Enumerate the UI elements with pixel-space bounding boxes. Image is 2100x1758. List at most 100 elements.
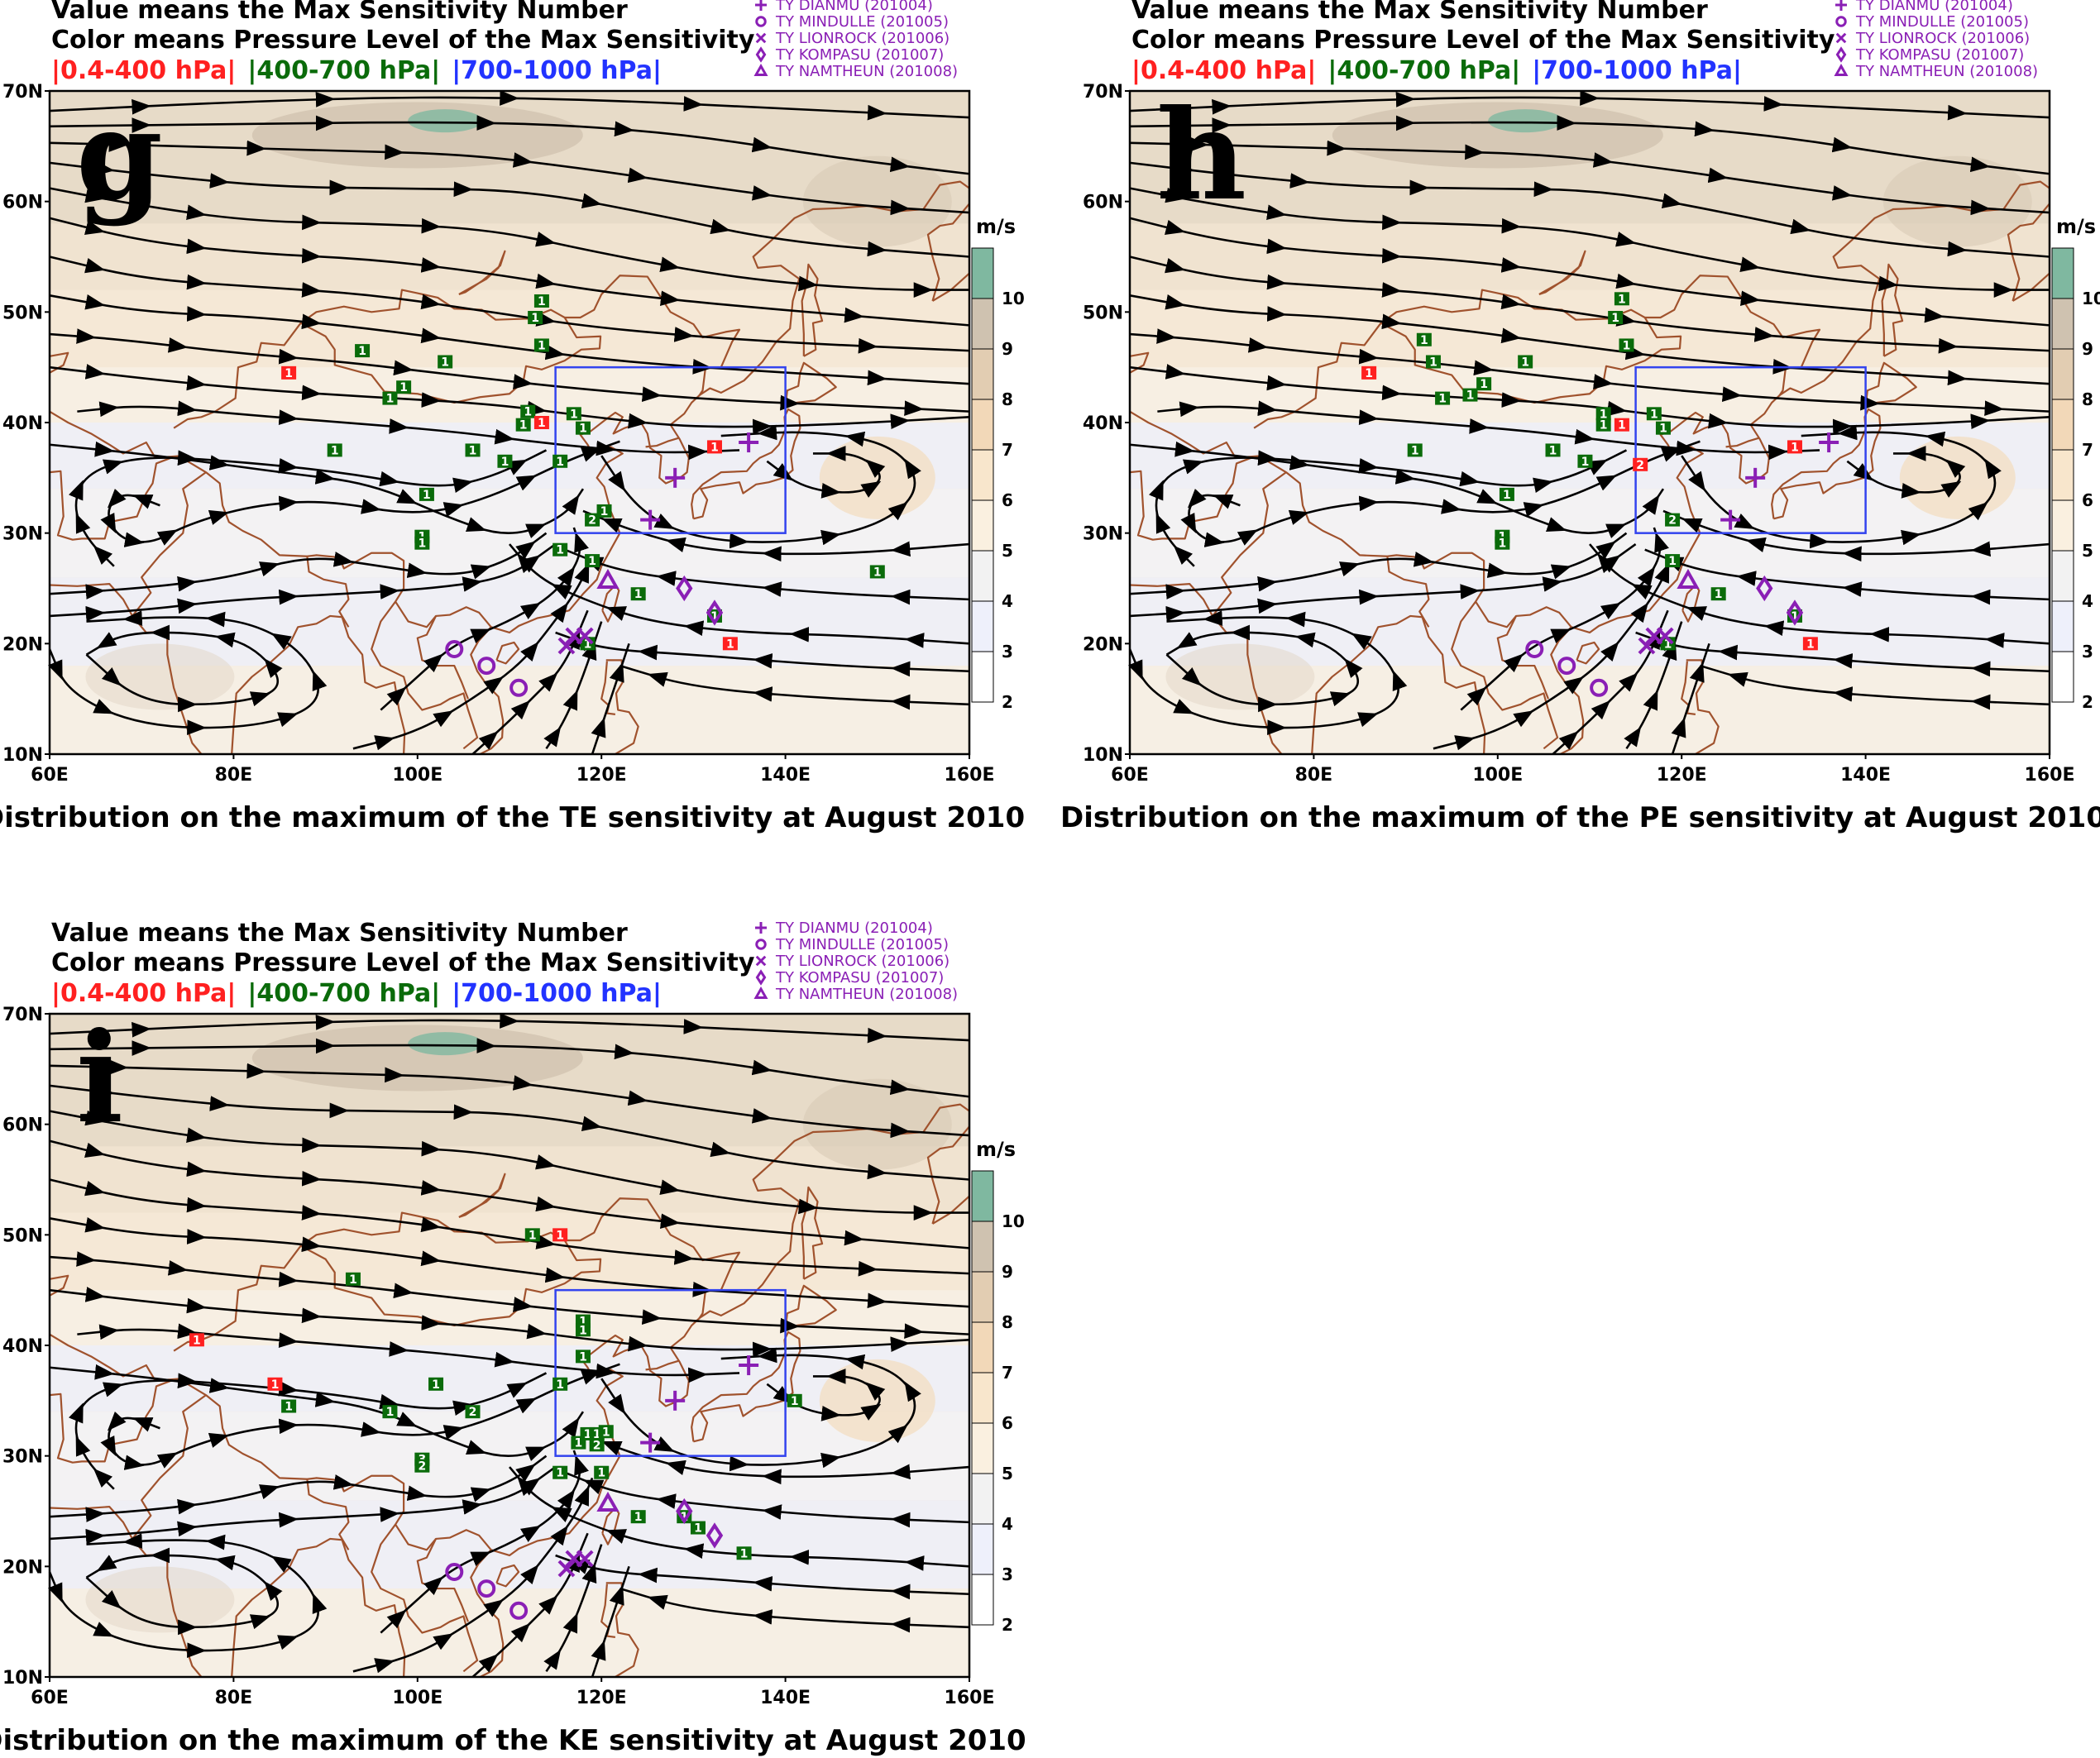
marker-value: 2 — [588, 514, 596, 528]
marker-box — [1545, 443, 1561, 457]
streamline-arrow-21 — [516, 1626, 528, 1637]
streamline-arrow-29 — [1481, 494, 1495, 503]
level-key: |0.4-400 hPa| |400-700 hPa| |700-1000 hPa| — [1131, 56, 1742, 85]
marker-box — [1416, 332, 1432, 346]
colorbar-label-7: 7 — [1002, 1363, 1013, 1383]
typhoon-kompasu-1 — [706, 1522, 724, 1549]
marker-box — [1665, 554, 1681, 568]
legend-symbol-1 — [1835, 16, 1847, 27]
marker-value: 1 — [1411, 444, 1419, 457]
streamline-29 — [1129, 441, 1665, 539]
typhoon-markers — [445, 432, 759, 697]
marker-22: 2 — [1665, 513, 1681, 528]
legend-label-4: TY NAMTHEUN (201008) — [775, 986, 958, 1003]
streamline-28 — [619, 664, 970, 710]
typhoon-namtheun-0 — [596, 1491, 619, 1512]
typhoon-markers — [445, 1355, 759, 1620]
legend-label-2: TY LIONROCK (201006) — [775, 953, 950, 970]
marker-17: 1 — [553, 454, 568, 469]
lon-label: 120E — [576, 1688, 627, 1708]
legend-label-2: TY LIONROCK (201006) — [775, 30, 950, 47]
streamline-arrow-29 — [401, 494, 414, 503]
speed-blob-high — [819, 436, 935, 519]
marker-box — [533, 294, 549, 308]
marker-15: 1 — [1614, 292, 1629, 306]
marker-box — [382, 1405, 398, 1419]
lon-label: 160E — [945, 765, 995, 786]
streamline-29 — [49, 441, 585, 539]
marker-4: 1 — [1435, 391, 1451, 406]
marker-28: 1 — [722, 637, 738, 651]
colorbar-label-9: 9 — [1002, 1262, 1013, 1282]
legend-label-4: TY NAMTHEUN (201008) — [1855, 63, 2038, 80]
typhoon-mindulle-0 — [445, 1563, 464, 1582]
marker-23: 1 — [1665, 554, 1681, 568]
marker-value: 1 — [399, 381, 408, 394]
marker-25: 1 — [736, 1546, 752, 1560]
typhoon-kompasu-0 — [676, 575, 693, 602]
marker-6: 1 — [419, 487, 434, 502]
marker-7: 1 — [465, 443, 481, 457]
colorbar-label-8: 8 — [1002, 389, 1013, 409]
marker-value: 1 — [193, 1334, 201, 1347]
colorbar-seg-6 — [2051, 550, 2074, 602]
marker-value: 1 — [432, 1378, 440, 1392]
streamline-arrow-22 — [1648, 693, 1657, 706]
panel-g: Value means the Max Sensitivity NumberCo… — [0, 0, 1025, 834]
marker-value: 1 — [358, 345, 366, 358]
marker-box — [382, 391, 398, 405]
marker-value: 1 — [1611, 312, 1619, 325]
marker-box — [690, 1521, 706, 1535]
typhoon-lionrock-2 — [576, 627, 594, 645]
streamline-arrow-26 — [765, 585, 778, 594]
colorbar-seg-5 — [2051, 499, 2074, 552]
marker-1: 1 — [1407, 443, 1423, 457]
marker-box — [1787, 440, 1802, 454]
typhoon-dianmu-0 — [1720, 509, 1741, 530]
lat-label: 60N — [1083, 193, 1123, 213]
marker-value: 1 — [634, 588, 643, 601]
streamline-arrow-18 — [1361, 714, 1375, 723]
streamline-arrow-0 — [503, 1016, 515, 1025]
marker-5: 1 — [438, 355, 453, 369]
marker-value: 1 — [726, 638, 734, 651]
marker-value: 1 — [271, 1378, 280, 1392]
lon-label: 100E — [1472, 765, 1523, 786]
colorbar-label-4: 4 — [1002, 1514, 1013, 1534]
marker-8: 2 — [414, 1459, 430, 1474]
colorbar-seg-3 — [2051, 399, 2074, 451]
marker-box — [465, 1405, 481, 1419]
marker-box — [1614, 418, 1629, 432]
lat-label: 20N — [2, 1557, 43, 1578]
lon-label: 80E — [215, 765, 253, 786]
streamline-0 — [1129, 90, 2050, 121]
marker-value: 1 — [1618, 293, 1626, 306]
lat-label: 50N — [1083, 303, 1123, 323]
legend-symbol-3 — [1835, 46, 1847, 63]
marker-3: 1 — [382, 391, 398, 406]
streamline-arrow-16 — [1362, 592, 1375, 601]
marker-29: 1 — [706, 440, 722, 454]
marker-value: 1 — [1503, 489, 1511, 502]
marker-13: 1 — [575, 1350, 591, 1364]
typhoon-lionrock-0 — [1638, 637, 1656, 655]
colorbar-seg-1 — [971, 298, 994, 350]
colorbar-label-9: 9 — [1002, 339, 1013, 359]
streamline-arrow-1 — [1561, 118, 1573, 127]
typhoon-dianmu-2 — [1819, 432, 1839, 453]
marker-box — [736, 1546, 752, 1560]
lon-label: 100E — [392, 1688, 442, 1708]
marker-box — [267, 1377, 283, 1391]
marker-value: 1 — [1791, 441, 1799, 454]
marker-box — [524, 1228, 540, 1242]
marker-value: 2 — [469, 1406, 477, 1419]
marker-19: 1 — [414, 536, 430, 551]
marker-value: 1 — [710, 610, 719, 623]
marker-box — [1595, 407, 1611, 421]
typhoon-kompasu-1 — [706, 600, 724, 626]
marker-value: 1 — [285, 367, 293, 380]
typhoon-namtheun-0 — [596, 568, 619, 589]
colorbar-label-5: 5 — [1002, 541, 1013, 561]
level-key-2: |700-1000 hPa| — [452, 56, 662, 85]
colorbar-label-4: 4 — [1002, 591, 1013, 611]
